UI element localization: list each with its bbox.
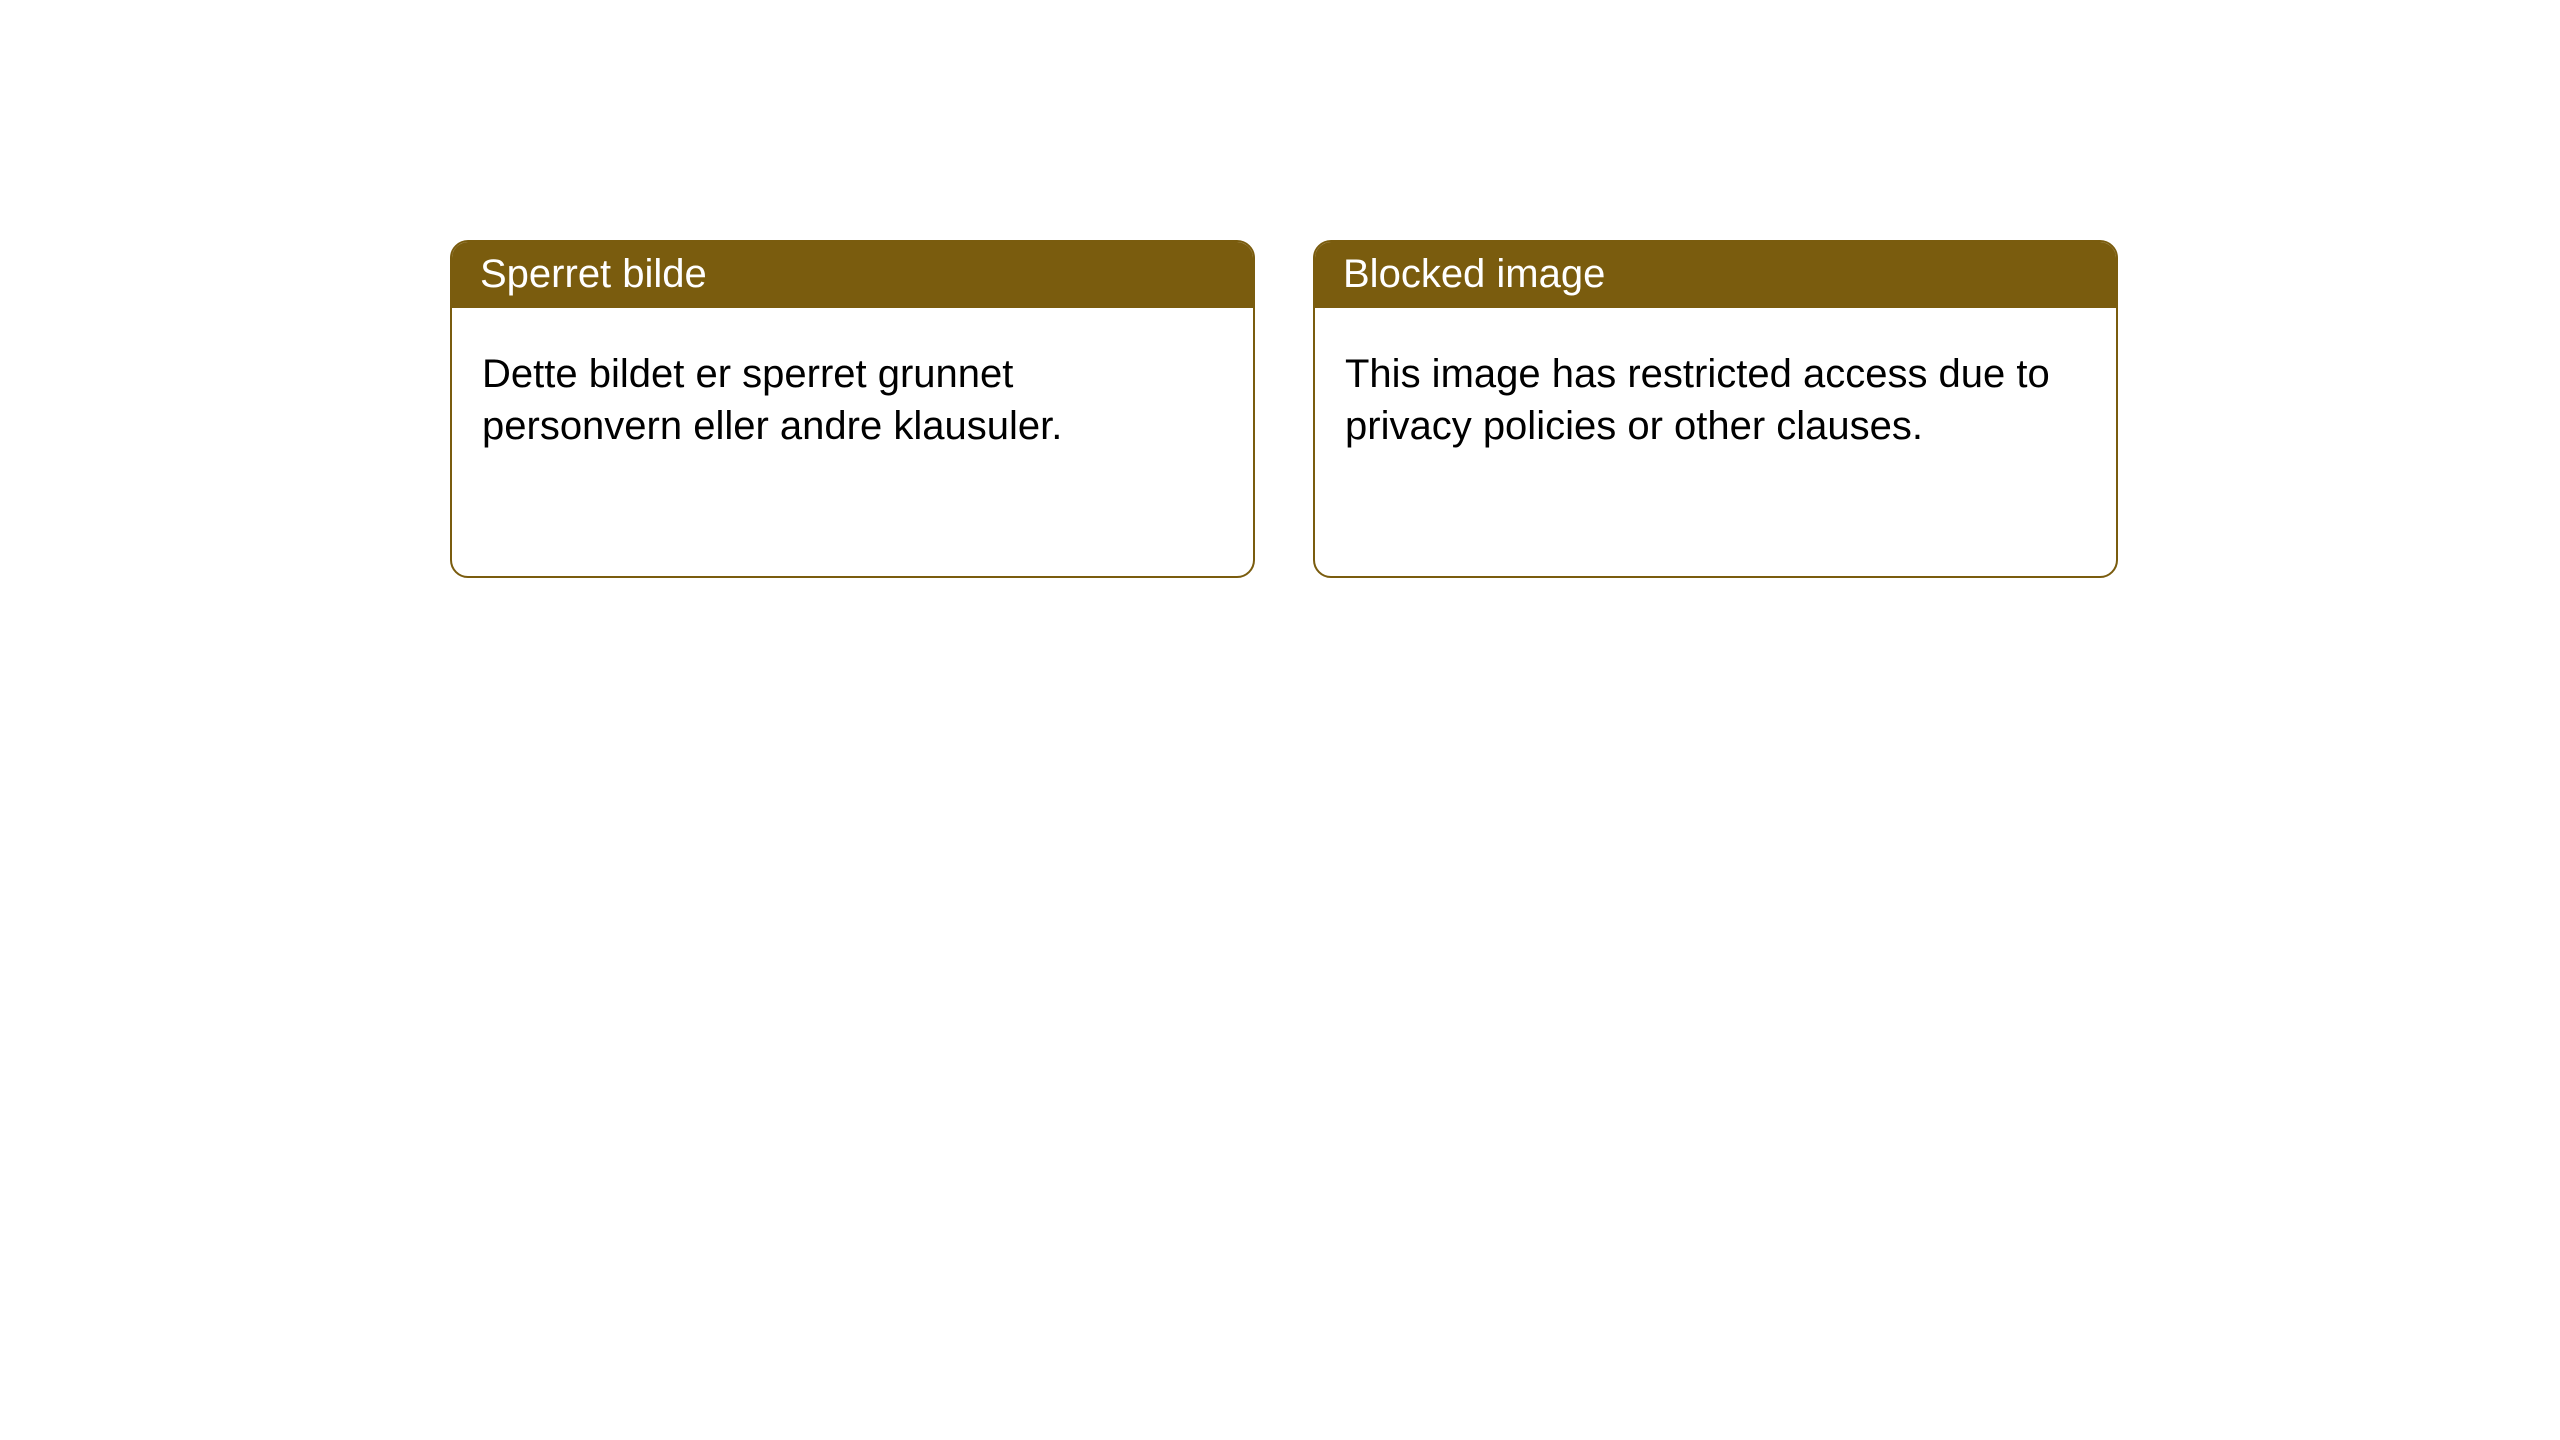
notice-card-english: Blocked image This image has restricted … bbox=[1313, 240, 2118, 578]
notice-header-norwegian: Sperret bilde bbox=[452, 242, 1253, 308]
notice-body-english: This image has restricted access due to … bbox=[1315, 308, 2116, 482]
notice-body-norwegian: Dette bildet er sperret grunnet personve… bbox=[452, 308, 1253, 482]
notice-header-english: Blocked image bbox=[1315, 242, 2116, 308]
notice-card-norwegian: Sperret bilde Dette bildet er sperret gr… bbox=[450, 240, 1255, 578]
notice-container: Sperret bilde Dette bildet er sperret gr… bbox=[0, 0, 2560, 578]
